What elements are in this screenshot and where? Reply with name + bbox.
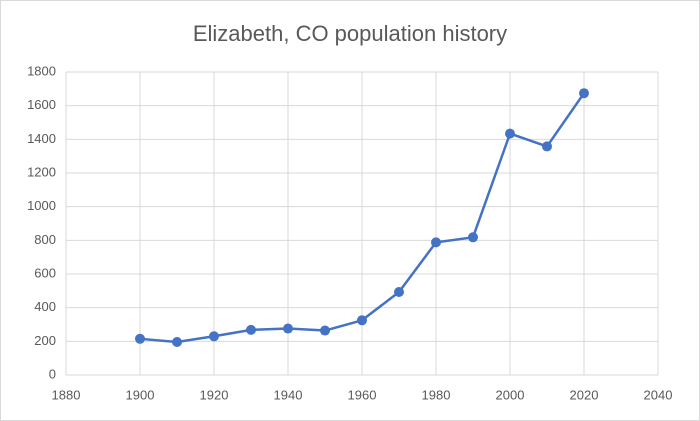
x-tick-label: 1960 (348, 387, 377, 402)
data-point (246, 324, 256, 335)
chart-title: Elizabeth, CO population history (193, 21, 507, 46)
data-point (468, 232, 478, 243)
data-point (320, 325, 330, 336)
data-point (357, 315, 367, 326)
y-tick-label: 1800 (27, 63, 56, 78)
x-tick-label: 2020 (570, 387, 599, 402)
x-tick-label: 1880 (52, 387, 81, 402)
x-tick-label: 1980 (422, 387, 451, 402)
y-tick-label: 200 (34, 333, 56, 348)
x-tick-label: 1920 (200, 387, 229, 402)
data-point (209, 331, 219, 342)
data-point (172, 337, 182, 348)
y-tick-label: 1600 (27, 97, 56, 112)
y-tick-label: 800 (34, 232, 56, 247)
data-point (505, 128, 515, 139)
data-point (394, 287, 404, 298)
x-tick-label: 2040 (644, 387, 673, 402)
x-tick-label: 1900 (126, 387, 155, 402)
y-tick-label: 400 (34, 299, 56, 314)
y-tick-label: 600 (34, 265, 56, 280)
y-tick-label: 0 (49, 366, 56, 381)
x-tick-label: 2000 (496, 387, 525, 402)
y-tick-label: 1200 (27, 164, 56, 179)
data-point (283, 323, 293, 334)
data-point (542, 141, 552, 152)
data-point (135, 333, 145, 344)
data-point (579, 88, 589, 99)
data-point (431, 237, 441, 248)
y-tick-label: 1400 (27, 131, 56, 146)
y-tick-label: 1000 (27, 198, 56, 213)
x-tick-label: 1940 (274, 387, 303, 402)
